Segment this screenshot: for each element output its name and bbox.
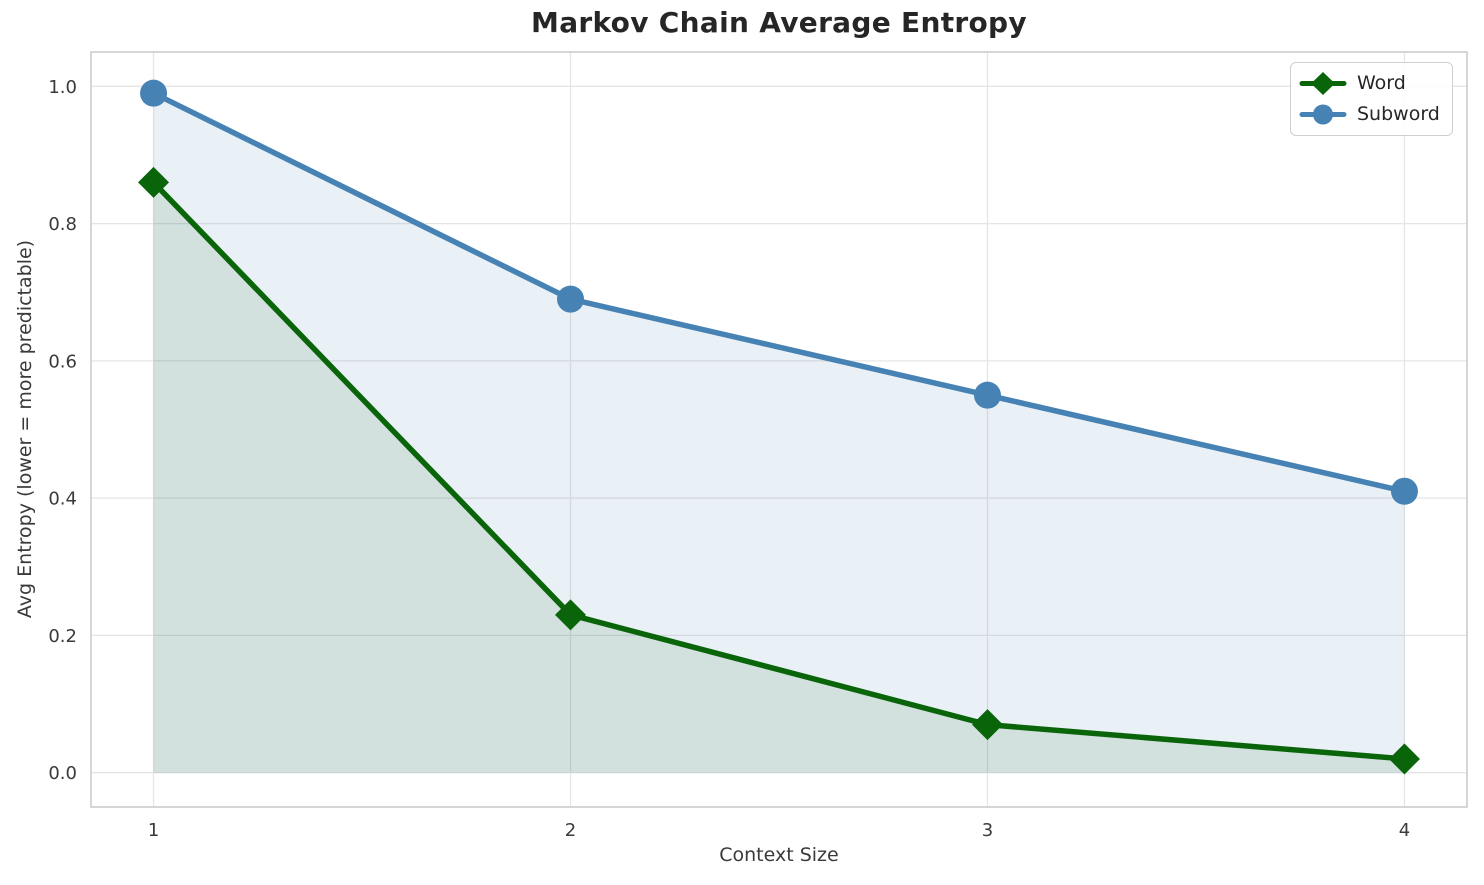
legend-item-label: Word xyxy=(1357,72,1406,94)
area-fill-word xyxy=(153,182,1405,773)
y-tick-label: 0.2 xyxy=(48,626,77,647)
marker-diamond-word xyxy=(1388,743,1420,775)
plot-spines xyxy=(90,51,1468,808)
legend-item-label: Subword xyxy=(1357,103,1440,125)
legend-item-word: Word xyxy=(1299,69,1440,98)
legend-marker-circle-icon xyxy=(1299,104,1347,125)
x-axis-label: Context Size xyxy=(719,844,839,866)
x-tick-label: 1 xyxy=(148,820,159,841)
legend: Word Subword xyxy=(1290,62,1453,136)
y-tick-label: 0.4 xyxy=(48,489,77,510)
series-line-subword xyxy=(150,90,1408,495)
marker-circle-subword xyxy=(557,285,585,313)
legend-marker-diamond-icon xyxy=(1299,72,1347,95)
marker-diamond-word xyxy=(555,599,587,631)
series-line-word xyxy=(150,179,1408,762)
chart-title: Markov Chain Average Entropy xyxy=(531,6,1027,39)
y-tick-label: 0.0 xyxy=(48,763,77,784)
y-tick-label: 1.0 xyxy=(48,77,77,98)
marker-diamond-word xyxy=(138,166,170,198)
marker-circle-subword xyxy=(140,79,168,107)
x-tick-label: 2 xyxy=(565,820,576,841)
y-tick-label: 0.8 xyxy=(48,214,77,235)
marker-circle-subword xyxy=(1390,477,1418,505)
x-tick-label: 3 xyxy=(982,820,993,841)
x-tick-label: 4 xyxy=(1399,820,1410,841)
marker-circle-subword xyxy=(973,381,1001,409)
legend-item-subword: Subword xyxy=(1299,100,1440,129)
area-fill-subword xyxy=(153,93,1405,773)
y-tick-label: 0.6 xyxy=(48,351,77,372)
marker-diamond-word xyxy=(971,709,1003,741)
